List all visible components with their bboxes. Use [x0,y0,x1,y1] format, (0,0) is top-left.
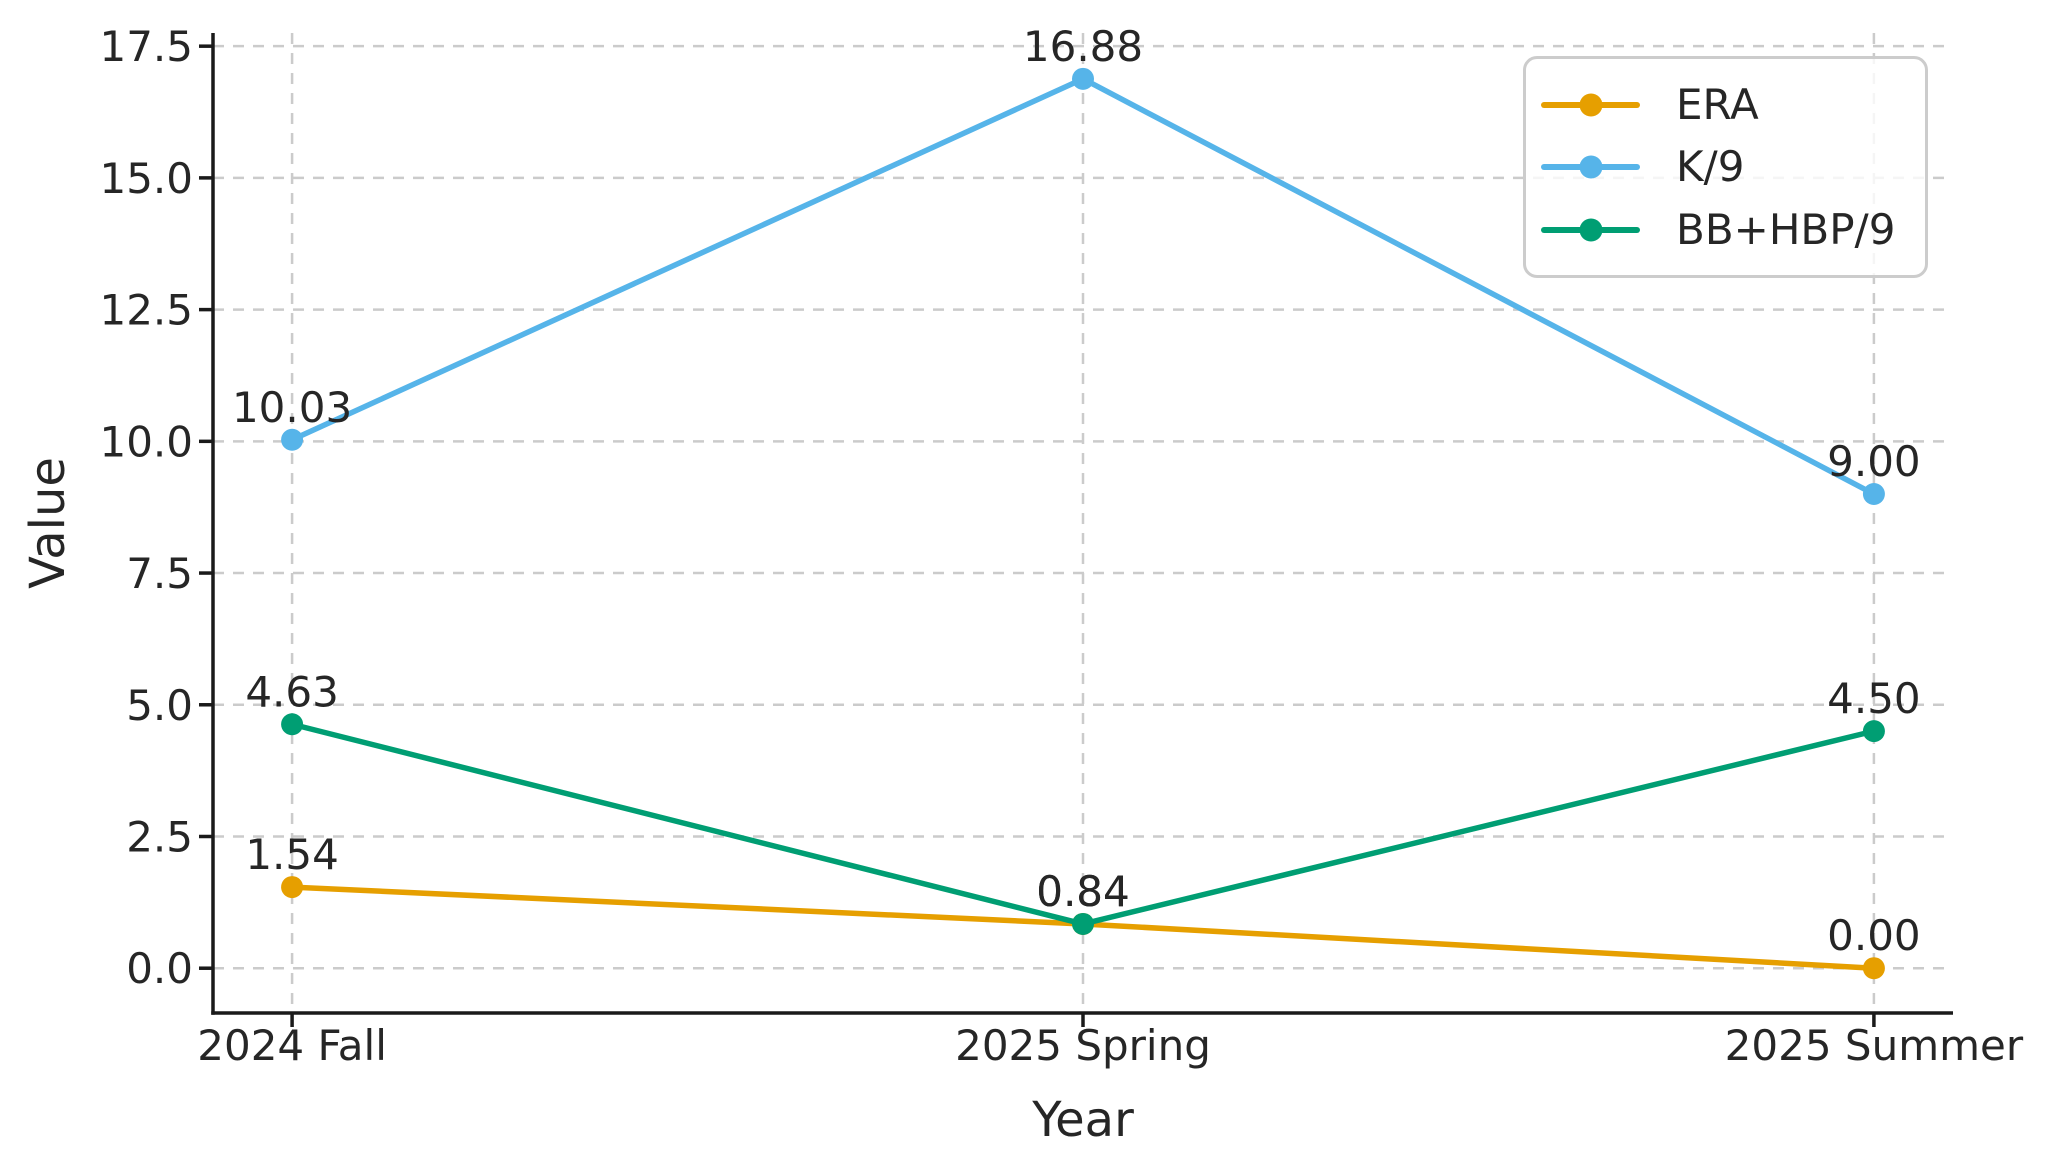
y-tick-label: 17.5 [99,22,193,71]
legend-line-sample-k-9 [1541,155,1640,179]
point-label-bb-hbp-9: 4.50 [1827,674,1921,723]
legend-label-era: ERA [1676,79,1759,129]
x-axis-label: Year [1031,1092,1134,1148]
legend-item-k-9: K/9 [1526,146,1925,188]
point-label-era: 0.00 [1827,911,1921,960]
point-label-era: 0.84 [1036,867,1130,916]
legend-item-era: ERA [1526,79,1925,129]
series-marker-k-9 [1862,483,1885,506]
legend-marker-icon [1579,155,1602,179]
legend-label-bb-hbp-9: BB+HBP/9 [1676,204,1896,254]
point-label-k-9: 16.88 [1023,22,1143,71]
x-tick-label: 2024 Fall [197,1021,387,1070]
point-label-bb-hbp-9: 0.84 [1036,867,1130,916]
y-tick-label: 10.0 [99,417,193,466]
y-tick-label: 7.5 [126,549,193,598]
series-marker-bb-hbp-9 [1862,720,1885,743]
series-marker-bb-hbp-9 [1072,912,1094,935]
y-tick-label: 15.0 [99,154,193,203]
legend: ERA K/9 BB+HBP/9 [1523,56,1928,278]
point-label-era: 1.54 [245,830,339,879]
point-label-k-9: 9.00 [1827,437,1921,486]
series-marker-k-9 [281,428,304,451]
point-label-bb-hbp-9: 4.63 [245,667,339,716]
y-tick-label: 0.0 [126,944,193,993]
legend-item-bb-hbp-9: BB+HBP/9 [1526,204,1925,254]
series-marker-era [1862,957,1885,980]
y-tick-label: 5.0 [126,681,193,730]
y-tick-label: 2.5 [126,812,193,861]
legend-label-k-9: K/9 [1676,142,1745,191]
series-marker-era [281,876,304,899]
series-marker-k-9 [1072,67,1094,90]
x-tick-label: 2025 Summer [1725,1021,2024,1070]
legend-marker-icon [1579,93,1602,116]
x-tick-label: 2025 Spring [955,1021,1211,1070]
legend-marker-icon [1579,218,1602,241]
y-axis-label: Value [20,457,76,589]
series-marker-bb-hbp-9 [281,713,304,736]
point-label-k-9: 10.03 [232,383,352,432]
legend-line-sample-bb-hbp-9 [1541,218,1640,241]
y-tick-label: 12.5 [99,286,193,335]
legend-line-sample-era [1541,93,1640,116]
